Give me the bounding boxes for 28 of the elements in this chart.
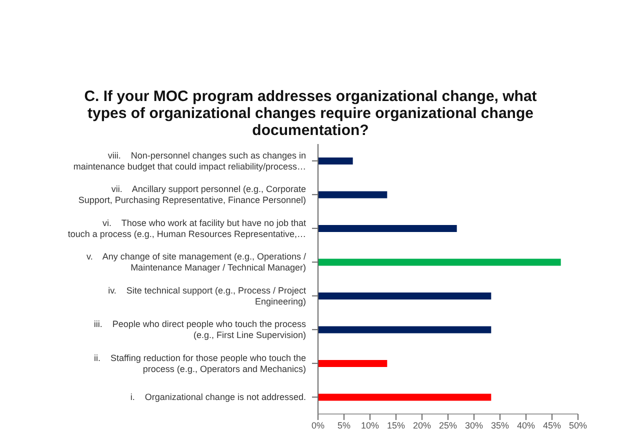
x-tick-label: 0% <box>311 420 325 430</box>
y-tick-label: iii. People who direct people who touch the process (e.g., First Line Supervision) <box>94 319 306 340</box>
bar <box>318 326 492 334</box>
y-tick-label: vii. Ancillary support personnel (e.g., Corporate Support, Purchasing Representative, Finance Personnel) <box>78 184 306 206</box>
bar <box>318 292 492 300</box>
x-tick-label: 50% <box>568 420 588 430</box>
y-tick-label: vi. Those who work at facility but have no job that touch a process (e.g., Human Resources Representative,… <box>68 218 306 239</box>
bar <box>318 158 353 164</box>
bar <box>318 225 457 232</box>
chart-title: C. If your MOC program addresses organizational change, what types of organizational changes require organizational change documentation? <box>83 88 538 139</box>
x-tick-label: 30% <box>464 420 484 430</box>
bar <box>318 191 388 198</box>
y-tick-label: v. Any change of site management (e.g., Operations / Maintenance Manager / Technical Manager) <box>86 252 306 273</box>
x-tick-label: 45% <box>542 420 562 430</box>
x-tick-label: 15% <box>386 420 406 430</box>
y-tick-label: iv. Site technical support (e.g., Process / Project Engineering) <box>108 285 306 306</box>
x-tick-label: 25% <box>438 420 458 430</box>
x-tick-label: 20% <box>412 420 432 430</box>
x-tick-label: 35% <box>490 420 510 430</box>
bar <box>318 360 388 367</box>
x-tick-label: 10% <box>360 420 380 430</box>
y-tick-label: i. Organizational change is not addressed. <box>130 392 306 402</box>
x-tick-label: 40% <box>516 420 536 430</box>
y-tick-label: viii. Non-personnel changes such as changes in maintenance budget that could impact reliability/process… <box>73 150 306 172</box>
x-tick-label: 5% <box>337 420 351 430</box>
y-tick-label: ii. Staffing reduction for those people who touch the process (e.g., Operators and Mechanics) <box>94 352 306 374</box>
bar <box>318 394 492 401</box>
bar <box>318 258 561 266</box>
